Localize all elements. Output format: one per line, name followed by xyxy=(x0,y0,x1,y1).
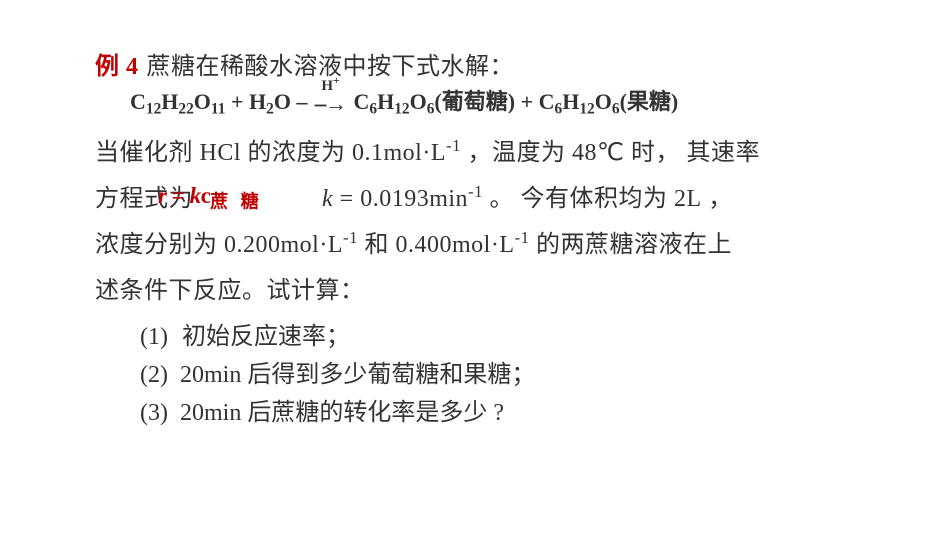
p3-L1: L xyxy=(328,232,343,258)
glucose-H-sub: 12 xyxy=(394,101,409,118)
arrow-catalyst: H+ xyxy=(315,79,346,94)
reaction-equation: C12H22O11 + H2O – H+ ⎯→ C6H12O6(葡萄糖) + C… xyxy=(130,91,870,115)
rate-c: c xyxy=(201,183,211,208)
p3-a: 浓度分别为 xyxy=(95,232,224,258)
q1-text: 初始反应速率； xyxy=(182,324,350,350)
sucrose-H-sub: 22 xyxy=(178,101,193,118)
p1-f: ，温度为 xyxy=(461,140,572,166)
q2-time: 20min xyxy=(180,362,241,388)
sucrose-O-sub: 11 xyxy=(211,101,226,118)
p3-conc1: 0.200mol xyxy=(224,232,319,258)
p1-h: 时， 其速率 xyxy=(624,140,760,166)
kline-c: 。 今有体积均为 xyxy=(483,186,674,212)
body-line-4: 述条件下反应。试计算： xyxy=(95,279,870,303)
example-label: 例 4 xyxy=(95,54,139,80)
p1-a: 当催化剂 xyxy=(95,140,200,166)
sucrose-C-sub: 12 xyxy=(146,101,161,118)
glucose-name: (葡萄糖) xyxy=(434,89,515,114)
reaction-arrow: H+ ⎯→ xyxy=(315,93,346,115)
p3-L2sup: -1 xyxy=(515,228,530,247)
sucrose-O: O xyxy=(194,89,211,114)
q2-text: 后得到多少葡萄糖和果糖； xyxy=(241,362,535,388)
rate-k: k xyxy=(190,183,201,208)
sucrose-C: C xyxy=(130,89,146,114)
body-line-3: 浓度分别为 0.200mol·L-1 和 0.400mol·L-1 的两蔗糖溶液… xyxy=(95,233,870,257)
q3-time: 20min xyxy=(180,400,241,426)
question-list: (1) 初始反应速率； (2) 20min 后得到多少葡萄糖和果糖； (3) 20… xyxy=(140,325,870,425)
fructose-O-sub: 6 xyxy=(612,101,620,118)
question-1: (1) 初始反应速率； xyxy=(140,325,870,349)
q2-num: (2) xyxy=(140,362,168,388)
p3-L2: L xyxy=(499,232,514,258)
arrow-over-plus: + xyxy=(333,75,339,87)
sucrose-H: H xyxy=(161,89,178,114)
arrow-over-h: H xyxy=(321,78,333,94)
fructose-O: O xyxy=(595,89,612,114)
glucose-C-sub: 6 xyxy=(369,101,377,118)
fructose-C: C xyxy=(539,89,555,114)
k-symbol: k xyxy=(322,186,333,212)
p1-Lsup: -1 xyxy=(446,136,461,155)
q3-num: (3) xyxy=(140,400,168,426)
p3-dot1: · xyxy=(319,232,328,258)
k-sup: -1 xyxy=(468,182,483,201)
p3-conc2: 0.400mol xyxy=(396,232,491,258)
water-O: O xyxy=(274,89,291,114)
p3-g: 的两蔗糖溶液在上 xyxy=(530,232,733,258)
fructose-H-sub: 12 xyxy=(579,101,594,118)
k-value: = 0.0193min xyxy=(333,186,468,212)
rate-sub: 蔗 糖 xyxy=(210,191,263,211)
glucose-C: C xyxy=(353,89,369,114)
intro-text: 蔗糖在稀酸水溶液中按下式水解： xyxy=(147,54,515,80)
kline-e: ， xyxy=(702,186,733,212)
fructose-H: H xyxy=(562,89,579,114)
question-2: (2) 20min 后得到多少葡萄糖和果糖； xyxy=(140,363,870,387)
plus-1: + xyxy=(225,89,249,114)
p1-hcl: HCl xyxy=(200,140,242,166)
p3-L1sup: -1 xyxy=(343,228,358,247)
p1-temp: 48℃ xyxy=(572,140,624,166)
volume-2L: 2L xyxy=(674,186,702,212)
p1-L: L xyxy=(431,140,446,166)
dash: – xyxy=(291,89,308,114)
rate-eq: = xyxy=(166,183,189,208)
p4-text: 述条件下反应。试计算： xyxy=(95,278,365,304)
arrow-main: ⎯→ xyxy=(315,91,346,116)
q1-num: (1) xyxy=(140,324,168,350)
rate-expression-overlay: r = kc蔗 糖 xyxy=(158,184,263,211)
plus-2: + xyxy=(515,89,539,114)
body-line-1: 当催化剂 HCl 的浓度为 0.1mol·L-1 ，温度为 48℃ 时， 其速率 xyxy=(95,141,870,165)
glucose-H: H xyxy=(377,89,394,114)
p3-d: 和 xyxy=(358,232,396,258)
body-line-2: 方程式为 k = 0.0193min-1 。 今有体积均为 2L ， r = k… xyxy=(95,187,870,211)
question-3: (3) 20min 后蔗糖的转化率是多少 ? xyxy=(140,401,870,425)
water-H-sub: 2 xyxy=(266,101,274,118)
example-intro: 例 4 蔗糖在稀酸水溶液中按下式水解： xyxy=(95,55,870,79)
p1-dot: · xyxy=(422,140,431,166)
water-H: H xyxy=(249,89,266,114)
fructose-name: (果糖) xyxy=(620,89,679,114)
slide-page: 例 4蔗糖在稀酸水溶液中按下式水解： C12H22O11 + H2O – H+ … xyxy=(0,0,950,425)
glucose-O: O xyxy=(410,89,427,114)
p1-conc: 0.1mol xyxy=(352,140,422,166)
q3-text: 后蔗糖的转化率是多少 ? xyxy=(241,400,504,426)
p1-c: 的浓度为 xyxy=(241,140,352,166)
